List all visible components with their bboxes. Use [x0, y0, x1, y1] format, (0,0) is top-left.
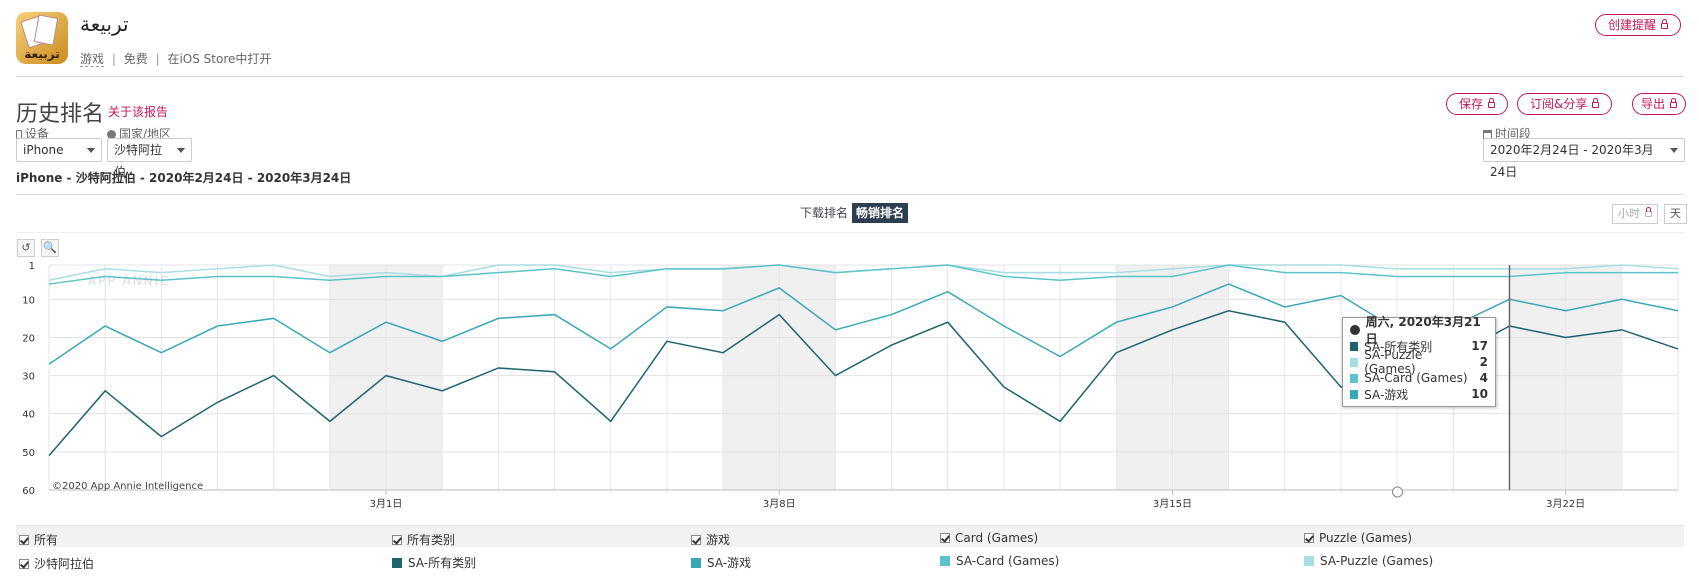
lock-icon	[1488, 97, 1496, 108]
tab-downloads-rank[interactable]: 下载排名	[800, 206, 849, 220]
chevron-down-icon	[1670, 148, 1678, 153]
app-icon-text: تربيعة	[24, 47, 60, 61]
x-tick-label: 3月22日	[1546, 498, 1585, 510]
zoom-icon[interactable]: 🔍	[41, 239, 59, 257]
y-tick-label: 20	[22, 333, 35, 344]
country-label: 国家/地区	[107, 125, 171, 142]
tooltip-row: SA-Puzzle (Games) 2	[1350, 348, 1488, 376]
divider	[16, 232, 1684, 233]
legend-filter-row: 所有 所有类别 游戏 Card (Games) Puzzle (Games)	[16, 525, 1684, 547]
tooltip-swatch	[1350, 341, 1359, 351]
separator: |	[155, 52, 160, 66]
device-select[interactable]: iPhone	[16, 138, 102, 162]
filter-all[interactable]: 所有	[19, 531, 58, 548]
granularity-hour-button[interactable]: 小时	[1612, 204, 1658, 224]
page-title: 历史排名	[16, 102, 105, 127]
divider	[16, 76, 1684, 77]
legend-series-row: 沙特阿拉伯 SA-所有类别 SA-游戏 SA-Card (Games) SA-P…	[16, 550, 1684, 572]
y-tick-label: 60	[22, 486, 35, 497]
navigator-handle-icon[interactable]	[1391, 486, 1403, 498]
lock-icon	[1670, 97, 1678, 108]
country-select[interactable]: 沙特阿拉伯	[107, 138, 192, 179]
period-select[interactable]: 2020年2月24日 - 2020年3月24日	[1483, 138, 1685, 179]
granularity-day-button[interactable]: 天	[1664, 204, 1687, 224]
app-price: 免费	[123, 52, 148, 66]
tooltip-row: SA-所有类别 17	[1350, 338, 1488, 354]
legend-item[interactable]: SA-游戏	[691, 554, 751, 571]
tooltip-row: SA-游戏 10	[1350, 386, 1488, 402]
app-name: تربيعة	[80, 12, 129, 36]
legend-item[interactable]: SA-所有类别	[392, 554, 476, 571]
checkbox-checked-icon[interactable]	[1304, 533, 1314, 543]
filter-card-games[interactable]: Card (Games)	[940, 531, 1038, 545]
chart-tooltip: 周六, 2020年3月21日 SA-所有类别 17 SA-Puzzle (Game…	[1342, 315, 1496, 407]
tooltip-header: 周六, 2020年3月21日	[1350, 315, 1488, 346]
separator: |	[111, 52, 116, 66]
legend-swatch	[1304, 556, 1314, 566]
y-tick-label: 40	[22, 410, 35, 421]
app-icon: تربيعة	[16, 12, 68, 64]
tooltip-swatch	[1350, 373, 1359, 383]
save-button[interactable]: 保存	[1446, 93, 1509, 115]
chevron-down-icon	[87, 148, 95, 153]
card-graphic	[33, 14, 59, 46]
y-tick-label: 50	[22, 448, 35, 459]
app-meta: 游戏 | 免费 | 在iOS Store中打开	[80, 50, 271, 67]
legend-item[interactable]: SA-Puzzle (Games)	[1304, 554, 1433, 568]
divider	[16, 194, 1684, 195]
x-tick-label: 3月15日	[1153, 498, 1192, 510]
x-tick-label: 3月1日	[370, 498, 403, 510]
x-tick-label: 3月8日	[763, 498, 796, 510]
legend-swatch	[691, 557, 701, 568]
chevron-down-icon	[177, 148, 185, 153]
watermark: APP ANNIE	[88, 274, 170, 288]
legend-swatch	[940, 556, 950, 566]
legend-item[interactable]: SA-Card (Games)	[940, 554, 1059, 568]
tooltip-swatch	[1350, 389, 1359, 399]
globe-icon	[1350, 325, 1360, 335]
series-line	[48, 264, 1678, 285]
checkbox-checked-icon[interactable]	[19, 534, 29, 545]
lock-icon	[1592, 97, 1600, 108]
checkbox-checked-icon[interactable]	[691, 534, 701, 545]
y-tick-label: 30	[22, 372, 35, 383]
create-alert-button[interactable]: 创建提醒	[1595, 14, 1682, 36]
checkbox-checked-icon[interactable]	[940, 533, 950, 543]
open-in-store-link[interactable]: 在iOS Store中打开	[167, 52, 272, 66]
export-button[interactable]: 导出	[1632, 93, 1687, 115]
copyright: ©2020 App Annie Intelligence	[52, 481, 203, 492]
filter-country[interactable]: 沙特阿拉伯	[19, 555, 94, 572]
globe-icon	[107, 130, 116, 139]
tooltip-swatch	[1350, 357, 1359, 367]
tooltip-row: SA-Card (Games) 4	[1350, 370, 1488, 386]
filter-puzzle-games[interactable]: Puzzle (Games)	[1304, 531, 1412, 545]
filter-games[interactable]: 游戏	[691, 531, 730, 548]
report-subtitle: iPhone - 沙特阿拉伯 - 2020年2月24日 - 2020年3月24日	[16, 171, 352, 185]
y-tick-label: 1	[29, 261, 35, 272]
app-category-link[interactable]: 游戏	[80, 52, 105, 67]
lock-icon	[1645, 207, 1652, 217]
reset-zoom-icon[interactable]: ↺	[17, 239, 35, 257]
filter-all-categories[interactable]: 所有类别	[392, 531, 455, 548]
checkbox-checked-icon[interactable]	[19, 558, 29, 569]
about-report-link[interactable]: 关于该报告	[108, 105, 169, 119]
tab-grossing-rank[interactable]: 畅销排名	[852, 203, 909, 223]
legend-swatch	[392, 557, 402, 568]
y-tick-label: 10	[22, 295, 35, 306]
subscribe-share-button[interactable]: 订阅&分享	[1517, 93, 1613, 115]
checkbox-checked-icon[interactable]	[392, 534, 402, 545]
lock-icon	[1661, 18, 1669, 29]
